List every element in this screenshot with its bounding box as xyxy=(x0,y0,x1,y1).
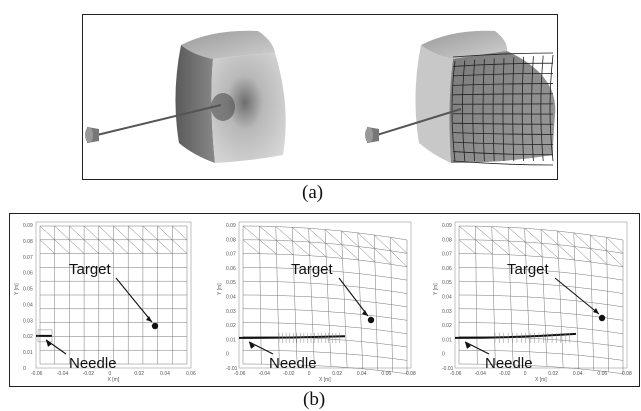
y-tick-label: 0.02 xyxy=(226,323,236,329)
y-tick-label: 0.04 xyxy=(23,302,33,308)
x-axis-label: X [m] xyxy=(535,377,547,383)
x-tick-label: 0 xyxy=(308,371,311,377)
mesh-plots: Target Needle -0.06 -0.04 -0.02 0 0.02 0.04 0.06… xyxy=(14,221,632,383)
x-tick-label: 0.08 xyxy=(406,371,416,377)
target-arrow xyxy=(338,277,369,317)
y-tick-label: 0.07 xyxy=(226,252,236,258)
needle-line xyxy=(36,329,53,343)
x-tick-label: 0.06 xyxy=(381,371,391,377)
mesh-plot-1: Target Needle -0.06 -0.04 -0.02 0 0.02 0.04 0.06… xyxy=(14,221,196,383)
target-label: Target xyxy=(69,261,112,278)
target-label: Target xyxy=(291,261,334,278)
needle-line xyxy=(238,332,346,343)
x-tick-label: -0.02 xyxy=(283,371,295,377)
y-tick-label: 0.05 xyxy=(442,280,452,286)
target-point xyxy=(598,314,606,322)
y-tick-label: 0.04 xyxy=(442,295,452,301)
needle-left xyxy=(85,104,222,143)
mesh-plot-3: Target Needle -0.06 -0.04 -0.02 0 0.02 0.04 0.06… xyxy=(433,221,632,383)
y-tick-label: 0.07 xyxy=(442,252,452,258)
x-tick-label: -0.06 xyxy=(31,371,43,377)
y-tick-label: 0.04 xyxy=(226,295,236,301)
y-tick-label: 0.07 xyxy=(23,255,33,261)
y-tick-label: 0.08 xyxy=(23,239,33,245)
plot-axes xyxy=(238,221,412,369)
plot-axes xyxy=(454,221,628,369)
fem-mesh xyxy=(39,225,188,365)
x-tick-label: -0.02 xyxy=(499,371,511,377)
needle-line xyxy=(454,332,577,343)
caption-b: (b) xyxy=(303,389,326,410)
y-axis-label: Y [m] xyxy=(217,283,223,295)
smooth-cube xyxy=(175,30,286,163)
panel-a-render xyxy=(82,14,558,180)
x-tick-label: -0.04 xyxy=(57,371,69,377)
y-tick-label: 0.02 xyxy=(23,334,33,340)
target-label: Target xyxy=(507,261,550,278)
y-tick-label: 0.08 xyxy=(442,237,452,243)
y-tick-label: 0.03 xyxy=(226,309,236,315)
x-tick-label: 0.06 xyxy=(597,371,607,377)
y-tick-label: 0.05 xyxy=(23,287,33,293)
x-tick-label: -0.02 xyxy=(83,371,95,377)
x-tick-label: 0.04 xyxy=(160,371,170,377)
y-tick-label: 0 xyxy=(442,352,445,358)
x-tick-label: 0.04 xyxy=(573,371,583,377)
y-tick-label: 0.03 xyxy=(23,318,33,324)
y-tick-label: 0.08 xyxy=(226,237,236,243)
x-tick-label: -0.04 xyxy=(259,371,271,377)
x-tick-label: 0.06 xyxy=(186,371,196,377)
meshed-cube xyxy=(415,30,556,166)
target-arrow xyxy=(115,277,153,323)
x-tick-label: 0.02 xyxy=(548,371,558,377)
x-tick-label: 0.08 xyxy=(622,371,632,377)
target-point xyxy=(151,322,159,330)
y-axis-label: Y [m] xyxy=(14,283,20,295)
y-tick-label: 0.03 xyxy=(442,309,452,315)
x-tick-label: -0.06 xyxy=(234,371,246,377)
y-tick-label: 0.01 xyxy=(23,350,33,356)
y-tick-label: -0.01 xyxy=(442,366,454,372)
needle-label: Needle xyxy=(269,355,317,372)
y-tick-label: 0 xyxy=(226,352,229,358)
y-axis-label: Y [m] xyxy=(433,283,439,295)
caption-a: (a) xyxy=(302,182,324,203)
y-tick-label: 0.06 xyxy=(226,266,236,272)
x-tick-label: 0.02 xyxy=(134,371,144,377)
panel-b-plots: Target Needle -0.06 -0.04 -0.02 0 0.02 0.04 0.06… xyxy=(9,213,640,387)
needle-right xyxy=(365,108,462,143)
fem-mesh xyxy=(458,225,624,375)
cube-renderings xyxy=(85,30,556,166)
x-axis-label: X [m] xyxy=(108,377,120,383)
needle-arrow xyxy=(464,341,490,355)
y-tick-label: 0.06 xyxy=(442,266,452,272)
y-tick-label: 0 xyxy=(23,366,26,372)
x-tick-label: -0.06 xyxy=(450,371,462,377)
y-tick-label: 0.01 xyxy=(226,337,236,343)
needle-label: Needle xyxy=(69,355,117,372)
y-tick-label: 0.06 xyxy=(23,271,33,277)
needle-arrow xyxy=(248,341,274,355)
plot-axes xyxy=(35,221,192,369)
target-arrow xyxy=(554,277,600,315)
x-tick-label: -0.04 xyxy=(475,371,487,377)
x-tick-label: 0.04 xyxy=(357,371,367,377)
x-tick-label: 0 xyxy=(109,371,112,377)
y-tick-label: -0.01 xyxy=(226,366,238,372)
x-tick-label: 0.02 xyxy=(332,371,342,377)
y-tick-label: 0.05 xyxy=(226,280,236,286)
fem-mesh xyxy=(242,225,408,375)
y-tick-label: 0.09 xyxy=(226,223,236,229)
target-point xyxy=(367,316,375,324)
y-tick-label: 0.02 xyxy=(442,323,452,329)
y-tick-label: 0.09 xyxy=(442,223,452,229)
needle-label: Needle xyxy=(485,355,533,372)
x-tick-label: 0 xyxy=(524,371,527,377)
x-axis-label: X [m] xyxy=(319,377,331,383)
y-tick-label: 0.09 xyxy=(23,223,33,229)
y-tick-label: 0.01 xyxy=(442,337,452,343)
mesh-plot-2: Target Needle -0.06 -0.04 -0.02 0 0.02 0.04 0.06… xyxy=(217,221,416,383)
